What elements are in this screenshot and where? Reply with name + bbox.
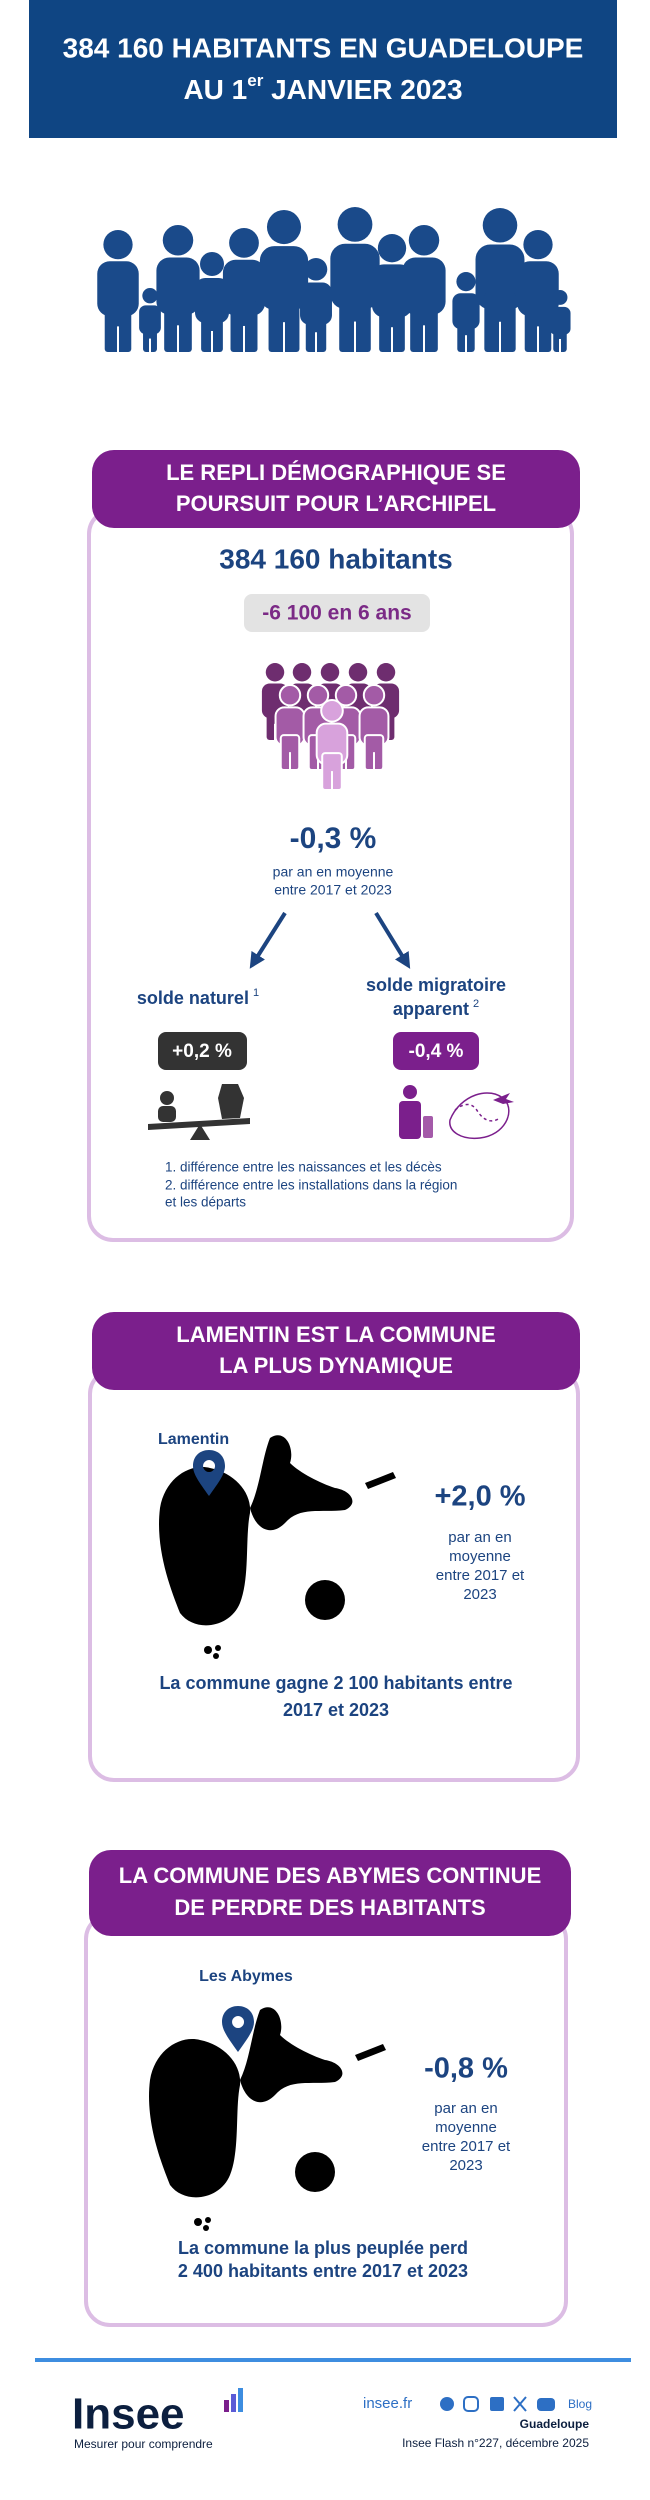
section-title: POURSUIT POUR L’ARCHIPEL (176, 491, 496, 516)
rate-note: moyenne (449, 1548, 511, 1565)
title-part: AU 1 (183, 74, 247, 105)
site-link[interactable]: insee.fr (363, 2395, 412, 2412)
section-title: LA PLUS DYNAMIQUE (219, 1353, 453, 1378)
section-title: LE REPLI DÉMOGRAPHIQUE SE (166, 460, 506, 485)
social-icons[interactable] (440, 2396, 555, 2412)
tagline: Mesurer pour comprendre (74, 2437, 213, 2451)
section-title: LAMENTIN EST LA COMMUNE (176, 1322, 495, 1347)
figure-part (348, 663, 368, 682)
conclusion: La commune la plus peuplée perd (178, 2238, 468, 2258)
figure-part (334, 684, 358, 707)
conclusion: 2 400 habitants entre 2017 et 2023 (178, 2261, 468, 2281)
region: Guadeloupe (520, 2417, 590, 2431)
value-badge (158, 1032, 247, 1070)
rate: +2,0 % (434, 1481, 525, 1513)
label: solde naturel (137, 988, 249, 1008)
figure-part (278, 684, 302, 707)
component-label: apparent 2 (393, 998, 479, 1019)
logo-mark (224, 2388, 243, 2412)
figure-part (456, 272, 476, 292)
value-badge-text: -0,4 % (409, 1041, 464, 1062)
footnote: 1. différence entre les naissances et le… (165, 1160, 442, 1175)
footer-rule (35, 2358, 631, 2362)
footnote: 2. différence entre les installations da… (165, 1178, 457, 1193)
section-header (92, 1312, 580, 1390)
population: 384 160 habitants (219, 543, 452, 574)
map-label: Lamentin (158, 1431, 229, 1448)
figure-part (408, 225, 440, 256)
figure-part (304, 258, 328, 281)
rate-note: par an en (448, 1529, 511, 1546)
section-header (89, 1850, 571, 1936)
figure-part (482, 208, 518, 243)
figure-part (200, 252, 224, 276)
figure-part (229, 228, 259, 258)
figure-part (362, 684, 386, 707)
section-title: DE PERDRE DES HABITANTS (174, 1895, 485, 1920)
seesaw-icon (148, 1084, 250, 1140)
header-title: 384 160 HABITANTS EN GUADELOUPE (63, 32, 584, 63)
value-badge (393, 1032, 479, 1070)
rate-note: 2023 (449, 2157, 482, 2174)
rate-note: 2023 (463, 1586, 496, 1603)
rate-note: entre 2017 et (422, 2138, 511, 2155)
title-part: JANVIER 2023 (263, 74, 462, 105)
rate-note: entre 2017 et 2023 (274, 882, 392, 898)
figure-part (552, 290, 568, 305)
figure-part (376, 663, 396, 682)
rate: -0,3 % (290, 822, 377, 855)
map-label: Les Abymes (199, 1968, 293, 1985)
conclusion: La commune gagne 2 100 habitants entre (159, 1673, 512, 1693)
people-group-icon (261, 663, 400, 791)
figure-part (266, 210, 302, 245)
figure-part (306, 684, 330, 707)
note-ref: 2 (473, 998, 479, 1010)
rate-note: moyenne (435, 2119, 497, 2136)
figure-part (103, 230, 133, 260)
migration-icon (399, 1085, 514, 1140)
figure-part (320, 699, 344, 723)
rate-note: par an en (434, 2100, 497, 2117)
header-subtitle: AU 1er JANVIER 2023 (183, 71, 462, 105)
section-title: LA COMMUNE DES ABYMES CONTINUE (119, 1863, 542, 1888)
figure-part (320, 663, 340, 682)
logo: Insee (72, 2390, 185, 2439)
change-badge (244, 594, 430, 632)
figure-part (265, 663, 285, 682)
section-header (92, 450, 580, 528)
figure-part (337, 207, 373, 242)
figure-part (162, 225, 194, 256)
title-sup: er (247, 71, 263, 90)
change-badge-text: -6 100 en 6 ans (262, 602, 411, 625)
label: apparent (393, 999, 469, 1019)
arrow (374, 911, 411, 969)
rate-note: par an en moyenne (273, 864, 394, 880)
figure-part (292, 663, 312, 682)
component-label: solde migratoire (366, 975, 506, 995)
figure-part (523, 230, 553, 260)
publication: Insee Flash n°227, décembre 2025 (402, 2436, 589, 2450)
figure-part (142, 288, 158, 304)
header-banner (29, 0, 617, 138)
arrow (249, 911, 287, 969)
rate-note: entre 2017 et (436, 1567, 525, 1584)
figure-part (377, 234, 407, 263)
value-badge-text: +0,2 % (172, 1041, 232, 1062)
people-illustration (97, 207, 571, 352)
footnote: et les départs (165, 1195, 246, 1210)
conclusion: 2017 et 2023 (283, 1700, 389, 1720)
blog-link[interactable]: Blog (568, 2397, 592, 2411)
note-ref: 1 (253, 987, 259, 999)
component-label: solde naturel 1 (137, 987, 259, 1008)
rate: -0,8 % (424, 2053, 508, 2085)
